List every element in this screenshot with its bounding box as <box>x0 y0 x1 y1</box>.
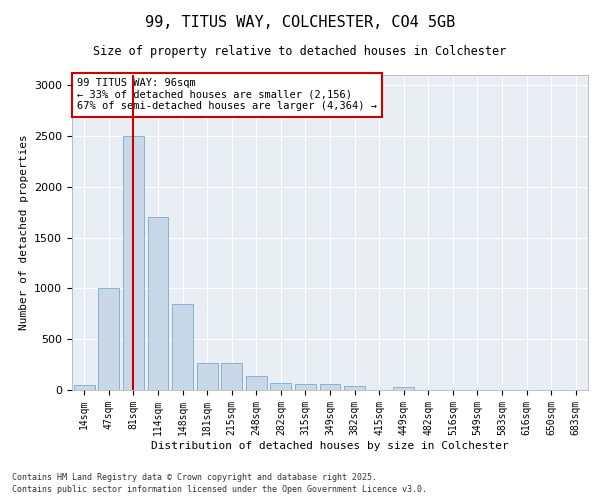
Bar <box>271 383 292 390</box>
Bar <box>393 387 414 390</box>
Text: Contains public sector information licensed under the Open Government Licence v3: Contains public sector information licen… <box>12 486 427 494</box>
Bar <box>98 288 119 390</box>
X-axis label: Distribution of detached houses by size in Colchester: Distribution of detached houses by size … <box>151 440 509 450</box>
Bar <box>172 304 193 390</box>
Text: Contains HM Land Registry data © Crown copyright and database right 2025.: Contains HM Land Registry data © Crown c… <box>12 473 377 482</box>
Bar <box>197 362 218 390</box>
Bar <box>221 362 242 390</box>
Bar <box>246 376 267 390</box>
Text: Size of property relative to detached houses in Colchester: Size of property relative to detached ho… <box>94 45 506 58</box>
Bar <box>74 385 95 390</box>
Bar <box>148 218 169 390</box>
Bar <box>123 136 144 390</box>
Bar <box>295 384 316 390</box>
Text: 99 TITUS WAY: 96sqm
← 33% of detached houses are smaller (2,156)
67% of semi-det: 99 TITUS WAY: 96sqm ← 33% of detached ho… <box>77 78 377 112</box>
Bar <box>344 386 365 390</box>
Y-axis label: Number of detached properties: Number of detached properties <box>19 134 29 330</box>
Text: 99, TITUS WAY, COLCHESTER, CO4 5GB: 99, TITUS WAY, COLCHESTER, CO4 5GB <box>145 15 455 30</box>
Bar <box>320 384 340 390</box>
